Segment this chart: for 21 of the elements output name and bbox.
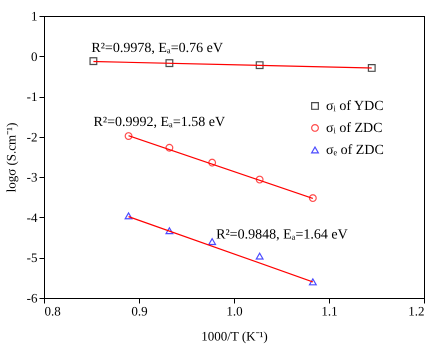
y-tick-label: -6 (26, 290, 38, 306)
y-tick-label: -2 (26, 129, 38, 144)
legend-label: σᵢ of YDC (326, 98, 384, 114)
legend-label: σᵢ of ZDC (326, 120, 382, 136)
x-tick-label: 1.1 (321, 304, 338, 318)
legend-label: σₑ of ZDC (326, 142, 384, 158)
y-axis-title: logσ (S.cm⁻¹) (4, 122, 19, 192)
y-tick-label: -5 (26, 250, 38, 266)
x-tick-label: 1.2 (408, 304, 424, 318)
y-tick-label: 0 (31, 48, 38, 64)
annotation: R²=0.9848, Eₐ=1.64 eV (216, 228, 348, 243)
y-tick-label: -4 (26, 210, 38, 225)
x-tick-label: 1.0 (226, 304, 243, 318)
x-tick-label: 0.8 (44, 304, 61, 318)
annotation: R²=0.9978, Eₐ=0.76 eV (91, 41, 223, 56)
y-tick-label: -1 (26, 89, 38, 104)
x-axis-title: 1000/T (K⁻¹) (201, 328, 268, 344)
annotation: R²=0.9992, Eₐ=1.58 eV (94, 115, 226, 130)
x-tick-label: 0.9 (131, 304, 148, 318)
y-tick-label: 1 (31, 8, 38, 24)
y-tick-label: -3 (26, 170, 38, 185)
